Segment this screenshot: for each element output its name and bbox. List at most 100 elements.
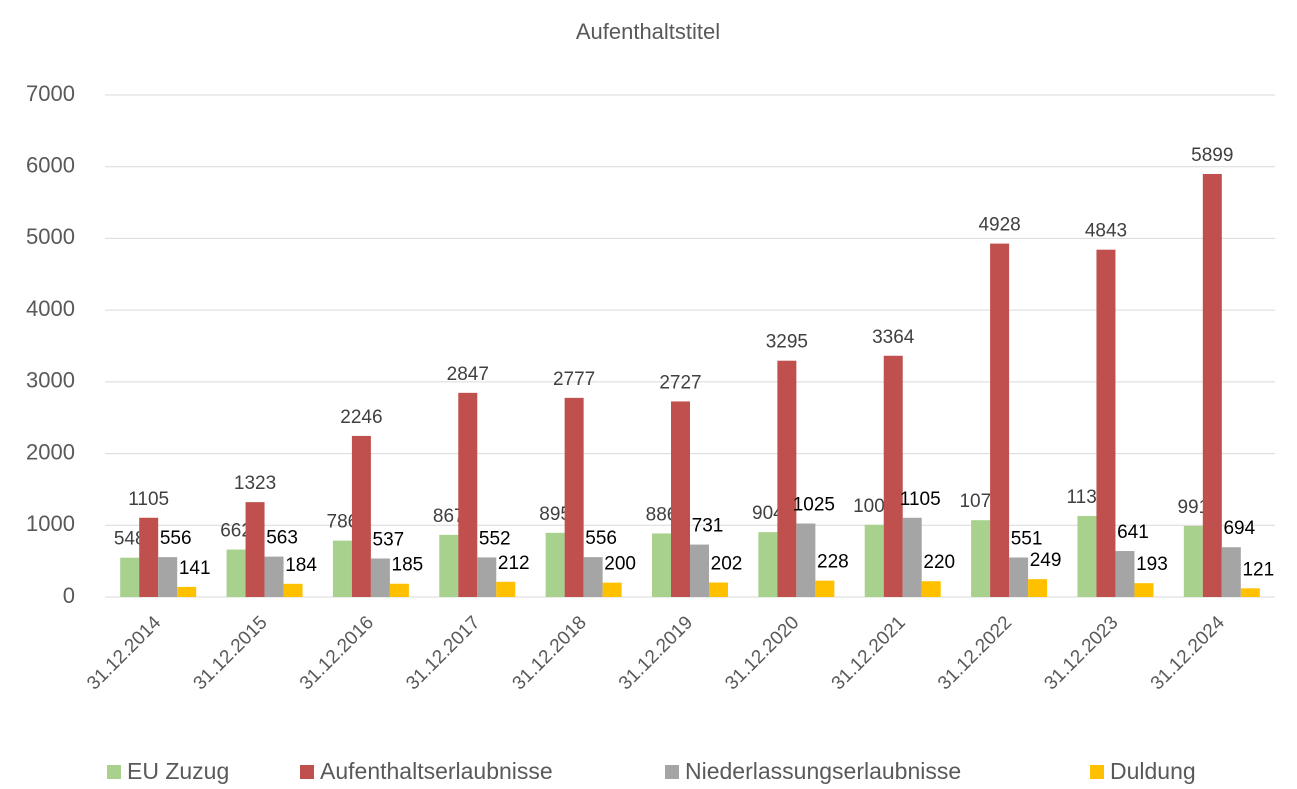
legend-label: Aufenthaltserlaubnisse — [320, 758, 553, 784]
x-tick-label: 31.12.2022 — [934, 612, 1016, 694]
data-label: 185 — [392, 555, 424, 576]
data-label: 3295 — [766, 332, 808, 353]
legend-swatch — [665, 765, 679, 779]
data-label: 641 — [1117, 522, 1149, 543]
bar — [283, 583, 303, 597]
data-label: 3364 — [872, 327, 915, 348]
data-label: 141 — [179, 558, 211, 579]
data-label: 694 — [1223, 518, 1255, 539]
x-tick-label: 31.12.2017 — [402, 612, 484, 694]
data-label: 249 — [1030, 550, 1062, 571]
legend-swatch — [107, 765, 121, 779]
data-label: 193 — [1136, 554, 1168, 575]
bar — [1077, 515, 1097, 597]
bar — [351, 435, 371, 597]
y-tick-label: 6000 — [26, 153, 75, 178]
y-tick-label: 5000 — [26, 224, 75, 249]
x-tick-label: 31.12.2015 — [190, 612, 272, 694]
bar — [602, 582, 622, 597]
data-label: 991 — [1177, 497, 1209, 518]
y-tick-label: 0 — [63, 583, 75, 608]
bar — [1183, 525, 1203, 597]
data-label: 867 — [433, 506, 465, 527]
bar — [690, 544, 709, 597]
data-label: 2847 — [447, 364, 489, 385]
data-label: 563 — [266, 528, 298, 549]
x-tick-label: 31.12.2024 — [1147, 612, 1229, 694]
data-label: 551 — [1011, 529, 1043, 550]
bar — [477, 557, 497, 597]
x-tick-label: 31.12.2018 — [509, 612, 591, 694]
chart-title: Aufenthaltstitel — [576, 19, 720, 44]
data-label: 220 — [923, 552, 955, 573]
bar — [758, 532, 778, 597]
bar — [564, 397, 584, 597]
data-label: 121 — [1242, 559, 1274, 580]
y-tick-label: 1000 — [26, 511, 75, 536]
data-label: 228 — [817, 552, 849, 573]
legend-label: Niederlassungserlaubnisse — [685, 758, 961, 784]
bar — [1221, 547, 1241, 597]
y-tick-label: 4000 — [26, 296, 75, 321]
bar — [902, 517, 922, 597]
data-label: 200 — [604, 554, 636, 575]
bar — [158, 557, 178, 597]
data-label: 537 — [373, 530, 405, 551]
x-tick-label: 31.12.2023 — [1040, 612, 1122, 694]
x-tick-label: 31.12.2019 — [615, 612, 697, 694]
data-label: 904 — [752, 503, 784, 524]
bar — [709, 582, 728, 597]
bar — [458, 392, 478, 597]
data-label: 1105 — [128, 489, 169, 510]
data-label: 895 — [539, 504, 571, 525]
bar — [245, 502, 265, 597]
bar — [971, 520, 991, 597]
data-label: 4843 — [1085, 221, 1127, 242]
data-label: 2246 — [340, 407, 382, 428]
bar — [1096, 249, 1116, 597]
y-tick-label: 2000 — [26, 439, 75, 464]
bar — [1134, 583, 1154, 597]
data-label: 202 — [711, 554, 743, 575]
bar — [1115, 551, 1135, 597]
bar — [264, 556, 284, 597]
bar — [389, 583, 409, 597]
data-label: 184 — [285, 555, 317, 576]
legend-label: EU Zuzug — [127, 758, 229, 784]
data-label: 2777 — [553, 369, 595, 390]
bar — [815, 580, 835, 597]
bar — [177, 586, 197, 597]
bar — [226, 549, 246, 597]
bar — [439, 534, 459, 597]
data-label: 212 — [498, 553, 530, 574]
y-tick-label: 7000 — [26, 81, 75, 106]
y-tick-label: 3000 — [26, 368, 75, 393]
bar — [1028, 579, 1048, 597]
data-label: 786 — [327, 512, 359, 533]
bar — [777, 360, 797, 597]
legend-swatch — [300, 765, 314, 779]
data-label: 548 — [114, 529, 146, 550]
bar — [883, 355, 903, 597]
data-label: 556 — [160, 528, 192, 549]
bar — [545, 532, 565, 597]
x-tick-label: 31.12.2020 — [721, 612, 803, 694]
bar — [671, 401, 690, 597]
bar — [796, 523, 816, 597]
bar — [332, 540, 352, 597]
data-label: 552 — [479, 528, 511, 549]
data-label: 886 — [646, 504, 678, 525]
data-label: 1025 — [793, 495, 835, 516]
x-tick-label: 31.12.2016 — [296, 612, 378, 694]
data-label: 1105 — [900, 489, 941, 510]
x-tick-label: 31.12.2021 — [828, 612, 910, 694]
bar — [1240, 588, 1260, 597]
legend-swatch — [1090, 765, 1104, 779]
data-label: 731 — [692, 516, 724, 537]
data-label: 556 — [585, 528, 617, 549]
data-label: 1323 — [234, 473, 276, 494]
x-tick-label: 31.12.2014 — [83, 612, 165, 694]
bar — [1009, 557, 1029, 597]
bar — [496, 581, 516, 597]
